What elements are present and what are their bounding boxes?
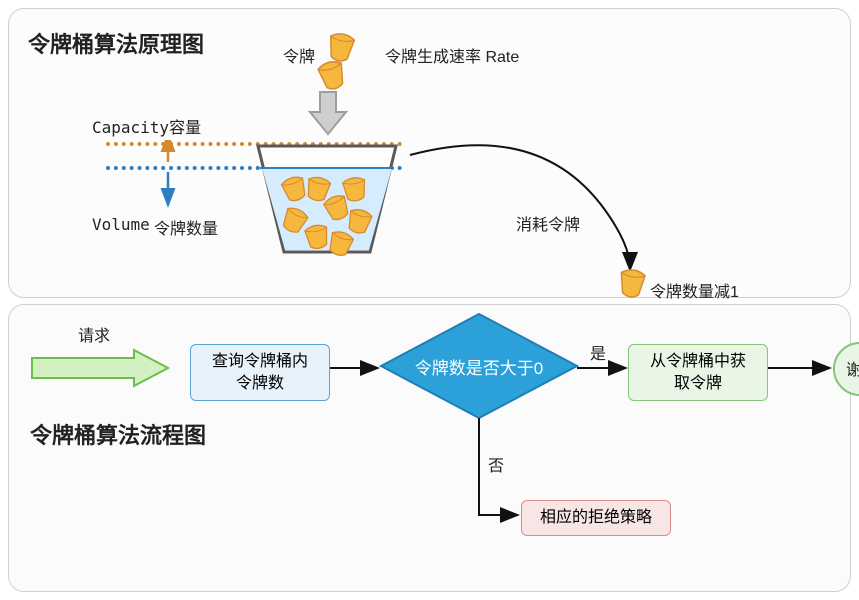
no-label: 否 <box>488 452 504 476</box>
flowchart-arrows-layer <box>0 0 859 600</box>
yes-label: 是 <box>590 340 606 364</box>
